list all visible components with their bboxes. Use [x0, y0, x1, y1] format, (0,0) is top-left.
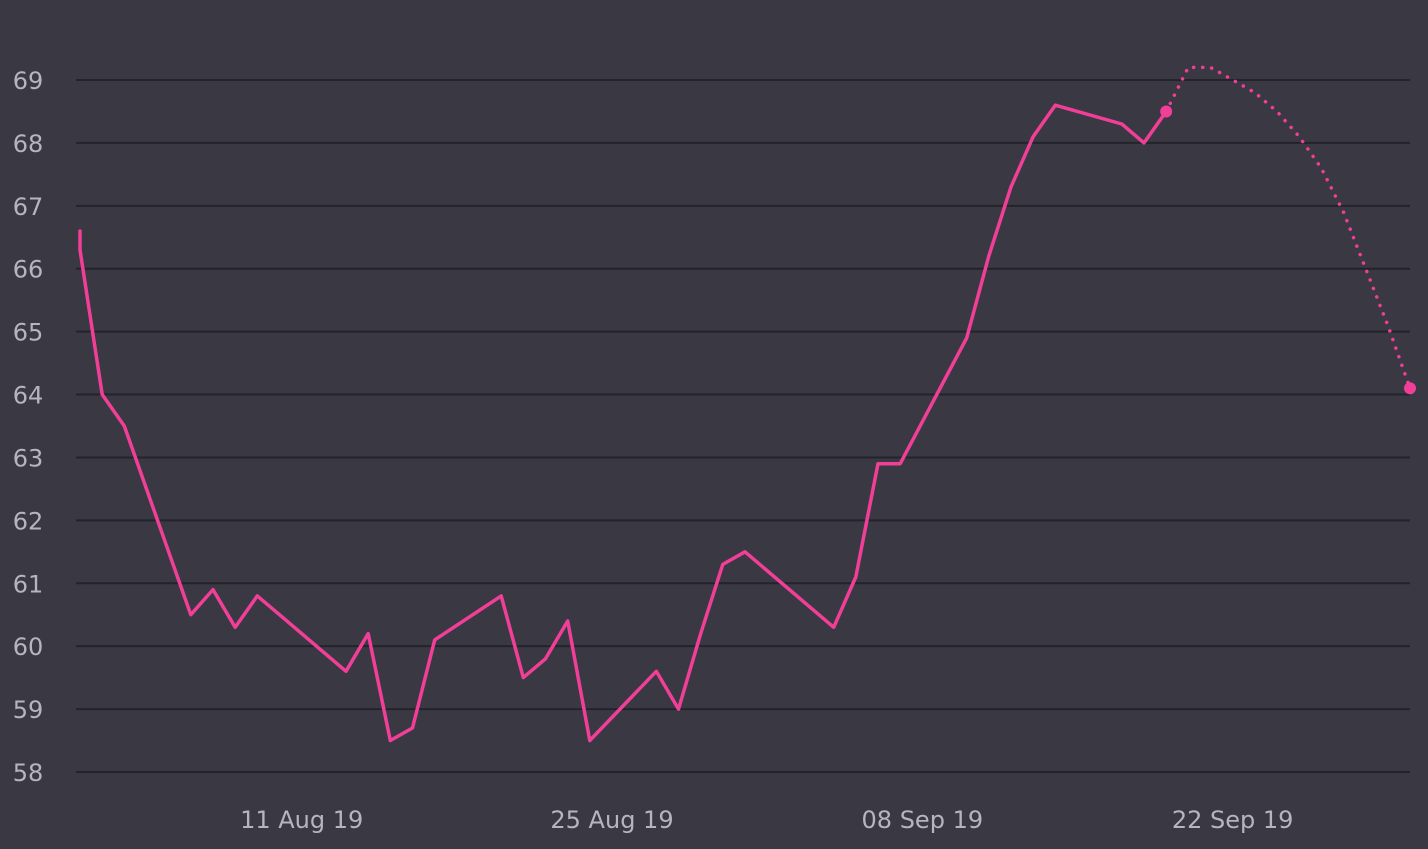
y-tick-label: 58 — [13, 759, 44, 787]
y-tick-label: 65 — [13, 319, 44, 347]
y-tick-label: 59 — [13, 696, 44, 724]
x-tick-label: 11 Aug 19 — [240, 806, 363, 834]
x-tick-label: 25 Aug 19 — [550, 806, 673, 834]
y-tick-label: 66 — [13, 256, 44, 284]
data-point-marker — [1404, 382, 1416, 395]
gridlines — [76, 79, 1410, 773]
x-axis: 11 Aug 19 25 Aug 19 08 Sep 19 22 Sep 19 — [240, 806, 1293, 834]
y-tick-label: 64 — [13, 382, 44, 410]
y-tick-label: 69 — [13, 67, 44, 95]
y-tick-label: 67 — [13, 193, 44, 221]
data-point-marker — [1160, 105, 1173, 118]
y-tick-label: 68 — [13, 130, 44, 158]
y-tick-label: 60 — [13, 633, 44, 661]
y-tick-label: 62 — [13, 507, 44, 535]
y-tick-label: 61 — [13, 570, 44, 598]
x-tick-label: 22 Sep 19 — [1172, 806, 1294, 834]
y-axis: 58 59 60 61 62 63 64 65 66 67 68 69 — [13, 67, 44, 787]
x-tick-label: 08 Sep 19 — [862, 806, 984, 834]
forecast-series-line — [1164, 65, 1412, 391]
y-tick-label: 63 — [13, 444, 44, 472]
series-line — [78, 103, 1168, 743]
series-group — [78, 65, 1416, 743]
